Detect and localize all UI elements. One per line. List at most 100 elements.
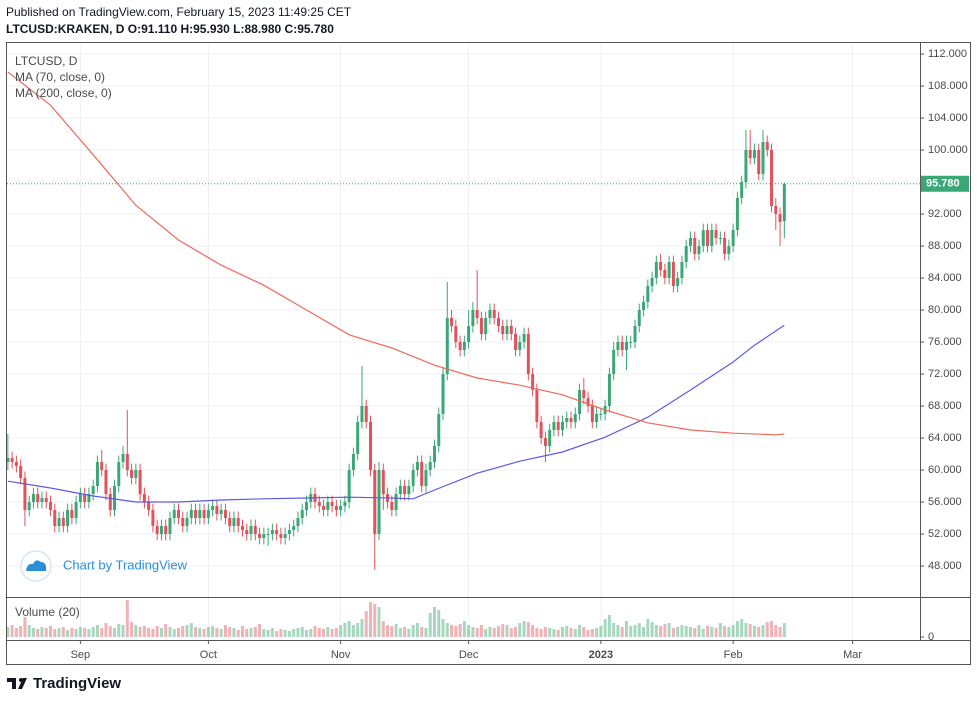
volume-bar	[671, 628, 675, 637]
volume-bar	[181, 626, 185, 637]
candle-body	[462, 342, 466, 350]
symbol-legend: LTCUSD, D	[15, 54, 78, 68]
volume-bar	[535, 628, 539, 637]
y-tick-label: 84.000	[928, 272, 962, 284]
volume-bar	[688, 627, 692, 637]
volume-bar	[121, 625, 125, 637]
volume-bar	[492, 628, 496, 637]
volume-bar	[326, 627, 330, 637]
volume-bar	[151, 629, 155, 637]
candle-body	[23, 478, 27, 510]
candle-body	[31, 494, 35, 502]
candle-body	[245, 530, 249, 534]
volume-bar	[130, 622, 134, 637]
candle-body	[292, 526, 296, 530]
candle-body	[578, 390, 582, 414]
volume-bar	[113, 628, 117, 637]
candle-body	[206, 510, 210, 518]
volume-bar	[360, 619, 364, 637]
volume-bar	[100, 628, 104, 637]
candle-body	[223, 510, 227, 518]
volume-bar	[411, 625, 415, 637]
volume-bar	[343, 623, 347, 637]
volume-bar	[731, 625, 735, 637]
candle-body	[612, 350, 616, 374]
candle-body	[420, 462, 424, 486]
ma-line	[7, 324, 785, 503]
candle-body	[573, 414, 577, 422]
y-tick-label: 64.000	[928, 432, 962, 444]
candle-body	[159, 526, 163, 534]
volume-bar	[245, 629, 249, 637]
frame	[6, 42, 971, 665]
candle-body	[475, 310, 479, 318]
candle-body	[100, 462, 104, 470]
volume-bar	[578, 625, 582, 637]
volume-bar	[744, 623, 748, 637]
candle-body	[360, 406, 364, 422]
candle-body	[744, 150, 748, 182]
volume-bar	[339, 625, 343, 637]
candle-body	[450, 318, 454, 326]
candle-body	[407, 486, 411, 494]
candle-body	[330, 502, 334, 506]
candle-body	[61, 518, 65, 526]
candle-body	[155, 526, 159, 534]
candle-body	[49, 502, 53, 510]
volume-bar	[629, 626, 633, 637]
volume-bar	[322, 629, 326, 637]
candle-body	[168, 518, 172, 534]
candle-body	[322, 506, 326, 510]
candle-body	[659, 262, 663, 270]
candle-body	[147, 502, 151, 510]
volume-bar	[607, 615, 611, 637]
volume-bar	[364, 611, 368, 637]
volume-bar	[74, 629, 78, 637]
candle-body	[731, 230, 735, 246]
candle-body	[484, 318, 488, 334]
volume-bar	[368, 602, 372, 637]
volume-bar	[590, 629, 594, 637]
volume-bar	[95, 625, 99, 637]
volume-bar	[275, 631, 279, 637]
volume-bar	[253, 627, 257, 637]
volume-bar	[432, 607, 436, 637]
volume-bar	[693, 628, 697, 637]
volume-legend: Volume (20)	[15, 605, 80, 619]
candle-body	[522, 334, 526, 342]
candle-body	[496, 318, 500, 326]
brand-dot	[19, 678, 23, 682]
candle-body	[599, 414, 603, 415]
candle-body	[727, 246, 731, 254]
candle-body	[595, 414, 599, 422]
volume-bar	[467, 625, 471, 637]
candle-body	[671, 262, 675, 286]
candle-body	[339, 506, 343, 510]
candle-body	[710, 230, 714, 246]
plot	[6, 71, 920, 637]
volume-bar	[117, 624, 121, 637]
x-tick-label: Mar	[843, 649, 862, 661]
volume-bar	[330, 629, 334, 637]
volume-bar	[637, 623, 641, 637]
candle-body	[83, 494, 87, 502]
volume-bar	[172, 629, 176, 637]
candle-body	[232, 518, 236, 526]
candle-body	[304, 502, 308, 510]
volume-bar	[168, 627, 172, 637]
candle-body	[78, 494, 82, 502]
volume-bar	[53, 629, 57, 637]
volume-bar	[450, 625, 454, 637]
volume-bar	[351, 625, 355, 637]
candle-body	[27, 502, 31, 510]
volume-bar	[616, 625, 620, 637]
y-tick-label: 112.000	[928, 48, 967, 60]
volume-bar	[296, 628, 300, 637]
candle-body	[185, 518, 189, 526]
volume-bar	[757, 627, 761, 637]
volume-bar	[206, 627, 210, 637]
candle-body	[531, 374, 535, 390]
volume-bar	[479, 625, 483, 637]
candle-body	[633, 326, 637, 342]
candle-body	[258, 534, 262, 538]
